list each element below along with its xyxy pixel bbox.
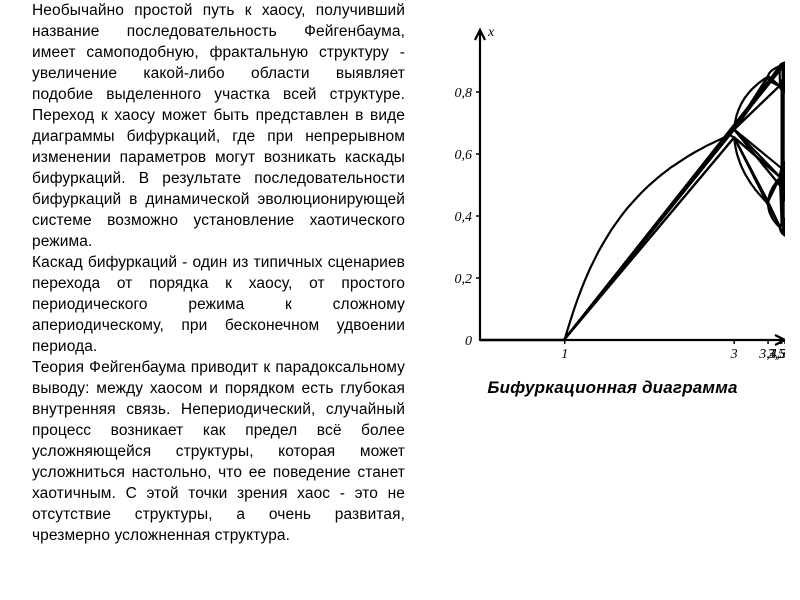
bifurcation-diagram: 00,20,40,60,8x133,43,543,563, Бифуркацио…: [440, 20, 785, 398]
svg-text:0,4: 0,4: [455, 210, 473, 225]
figure-column: 00,20,40,60,8x133,43,543,563, Бифуркацио…: [405, 0, 800, 600]
text-column: Необычайно простой путь к хаосу, получив…: [0, 0, 405, 600]
svg-text:1: 1: [561, 347, 568, 362]
svg-text:3: 3: [730, 347, 738, 362]
svg-text:0: 0: [465, 334, 472, 349]
paragraph-1: Необычайно простой путь к хаосу, получив…: [32, 0, 405, 252]
svg-text:0,6: 0,6: [455, 148, 473, 163]
svg-text:3,: 3,: [779, 347, 785, 362]
svg-text:0,8: 0,8: [455, 86, 473, 101]
paragraph-3: Теория Фейгенбаума приводит к парадоксал…: [32, 357, 405, 546]
svg-text:0,2: 0,2: [455, 272, 473, 287]
page: Необычайно простой путь к хаосу, получив…: [0, 0, 800, 600]
figure-caption: Бифуркационная диаграмма: [440, 378, 785, 398]
svg-text:x: x: [487, 25, 495, 40]
paragraph-2: Каскад бифуркаций - один из типичных сце…: [32, 252, 405, 357]
bifurcation-svg: 00,20,40,60,8x133,43,543,563,: [440, 20, 785, 370]
